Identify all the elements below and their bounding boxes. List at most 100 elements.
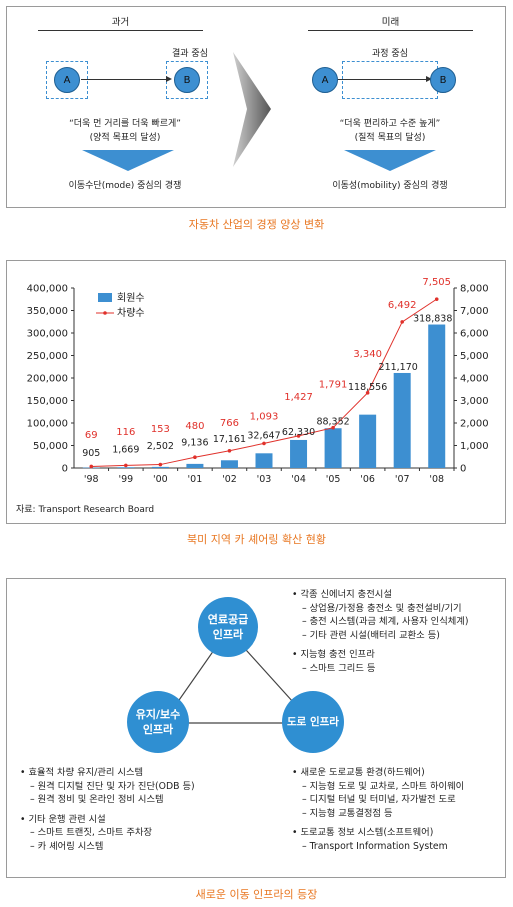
past-sub: (양적 목표의 달성) xyxy=(89,133,161,143)
legend-bar-swatch xyxy=(98,293,112,302)
fig3-caption: 새로운 이동 인프라의 등장 xyxy=(195,888,318,901)
point-vehicle-count xyxy=(400,320,404,324)
x-tick-label: '00 xyxy=(153,474,168,485)
bar-member-count xyxy=(255,453,273,468)
past-header-line xyxy=(38,30,203,31)
y-right-tick-label: 3,000 xyxy=(460,396,489,407)
list-item: – 카 셰어링 시스템 xyxy=(30,840,104,852)
past-arrow-head xyxy=(166,76,172,82)
fuel-infra-details: • 각종 신에너지 충전시설 – 상업용/가정용 충전소 및 충전설비/기기 –… xyxy=(292,588,468,675)
list-item: • 기타 운행 관련 시설 xyxy=(20,813,106,825)
chart-source: 자료: Transport Research Board xyxy=(16,504,154,515)
bar-data-label: 2,502 xyxy=(147,441,174,452)
list-item: – 기타 관련 시설(배터리 교환소 등) xyxy=(302,629,440,641)
past-result: 이동수단(mode) 중심의 경쟁 xyxy=(68,181,182,191)
future-sub: (질적 목표의 달성) xyxy=(354,133,426,143)
line-data-label: 69 xyxy=(85,430,98,441)
y-left-tick-label: 400,000 xyxy=(27,284,68,295)
x-tick-label: '02 xyxy=(222,474,237,485)
y-right-tick-label: 8,000 xyxy=(460,284,489,295)
bar-data-label: 88,352 xyxy=(316,417,349,428)
bar-data-label: 17,161 xyxy=(213,434,246,445)
y-right-tick-label: 2,000 xyxy=(460,419,489,430)
line-data-label: 7,505 xyxy=(422,277,451,288)
fig2-panel xyxy=(6,260,506,524)
list-item: • 효율적 차량 유지/관리 시스템 xyxy=(20,767,144,778)
bar-data-label: 32,647 xyxy=(247,431,280,442)
bar-data-label: 9,136 xyxy=(181,438,208,449)
line-data-label: 3,340 xyxy=(353,349,382,360)
point-vehicle-count xyxy=(89,464,94,469)
y-left-tick-label: 50,000 xyxy=(33,441,68,452)
bar-data-label: 1,669 xyxy=(112,445,139,456)
list-item: – 상업용/가정용 충전소 및 충전설비/기기 xyxy=(302,602,462,614)
list-item: – 원격 디지털 진단 및 자가 진단(ODB 등) xyxy=(30,780,195,792)
y-right-tick-label: 0 xyxy=(460,464,466,475)
list-item: • 새로운 도로교통 환경(하드웨어) xyxy=(292,767,425,778)
list-item: – 원격 정비 및 온라인 정비 시스템 xyxy=(30,794,164,805)
future-result: 이동성(mobility) 중심의 경쟁 xyxy=(332,181,448,191)
line-data-label: 6,492 xyxy=(388,300,417,311)
bar-data-label: 318,838 xyxy=(413,314,452,325)
y-right-tick-label: 4,000 xyxy=(460,374,489,385)
node-fuel-infra-line2: 인프라 xyxy=(212,628,244,641)
bar-data-label: 211,170 xyxy=(379,362,418,373)
bar-member-count xyxy=(393,372,411,468)
y-right-tick-label: 1,000 xyxy=(460,441,489,452)
past-node-a: A xyxy=(54,67,80,93)
future-header: 미래 xyxy=(381,17,400,28)
list-item: – 스마트 그리드 등 xyxy=(302,662,376,674)
list-item: – 스마트 트랜짓, 스마트 주차장 xyxy=(30,827,153,838)
line-data-label: 116 xyxy=(116,427,135,438)
node-maintenance-infra-line2: 인프라 xyxy=(142,723,174,736)
x-tick-label: '04 xyxy=(291,474,306,485)
list-item: – 지능형 교통결정점 등 xyxy=(302,807,393,819)
line-data-label: 1,093 xyxy=(250,411,279,422)
point-vehicle-count xyxy=(193,455,197,459)
past-quote: “더욱 먼 거리를 더욱 빠르게” xyxy=(69,119,181,129)
fig1-caption: 자동차 산업의 경쟁 양상 변화 xyxy=(188,218,325,231)
x-tick-label: '03 xyxy=(257,474,272,485)
legend-bar-label: 회원수 xyxy=(117,292,145,304)
car-sharing-chart: 400,000 350,000 300,000 250,000 200,000 150,0… xyxy=(16,277,489,515)
node-fuel-infra: 연료공급 인프라 xyxy=(198,597,258,657)
list-item: – 디지털 터널 및 터미널, 자가발전 도로 xyxy=(302,794,456,805)
line-data-label: 480 xyxy=(185,421,204,432)
past-down-triangle xyxy=(82,150,174,171)
y-left-tick-label: 350,000 xyxy=(27,306,68,317)
past-node-b: B xyxy=(174,67,200,93)
future-down-triangle xyxy=(344,150,436,171)
line-data-label: 1,427 xyxy=(284,392,313,403)
y-left-tick-label: 300,000 xyxy=(27,329,68,340)
bar-data-label: 905 xyxy=(82,448,100,459)
y-left-tick-label: 0 xyxy=(62,464,68,475)
y-right-tick-label: 7,000 xyxy=(460,306,489,317)
y-left-tick-label: 250,000 xyxy=(27,351,68,362)
point-vehicle-count xyxy=(262,441,266,446)
line-data-label: 153 xyxy=(151,424,170,435)
list-item: • 지능형 충전 인프라 xyxy=(292,649,375,660)
legend-line-marker xyxy=(103,311,107,315)
past-arrow xyxy=(81,79,168,80)
point-vehicle-count xyxy=(365,391,370,395)
bar-member-count xyxy=(359,414,377,468)
point-vehicle-count xyxy=(124,463,128,468)
y-left-tick-label: 200,000 xyxy=(27,374,68,385)
x-tick-label: '07 xyxy=(395,474,410,485)
list-item: – 지능형 도로 및 교차로, 스마트 하이웨이 xyxy=(302,780,465,792)
future-focus-label: 과정 중심 xyxy=(372,49,408,59)
x-tick-label: '06 xyxy=(360,474,375,485)
future-node-a: A xyxy=(312,67,338,93)
point-vehicle-count xyxy=(158,462,163,467)
y-right-tick-label: 6,000 xyxy=(460,329,489,340)
past-header: 과거 xyxy=(111,17,130,28)
maintenance-infra-details: • 효율적 차량 유지/관리 시스템 – 원격 디지털 진단 및 자가 진단(O… xyxy=(20,766,195,853)
bar-member-count xyxy=(151,466,169,468)
future-arrow xyxy=(336,79,428,80)
y-left-tick-label: 150,000 xyxy=(27,396,68,407)
node-road-infra: 도로 인프라 xyxy=(282,691,344,753)
x-tick-label: '99 xyxy=(118,474,133,485)
bar-member-count xyxy=(186,463,204,468)
past-node-a-box xyxy=(46,61,88,99)
